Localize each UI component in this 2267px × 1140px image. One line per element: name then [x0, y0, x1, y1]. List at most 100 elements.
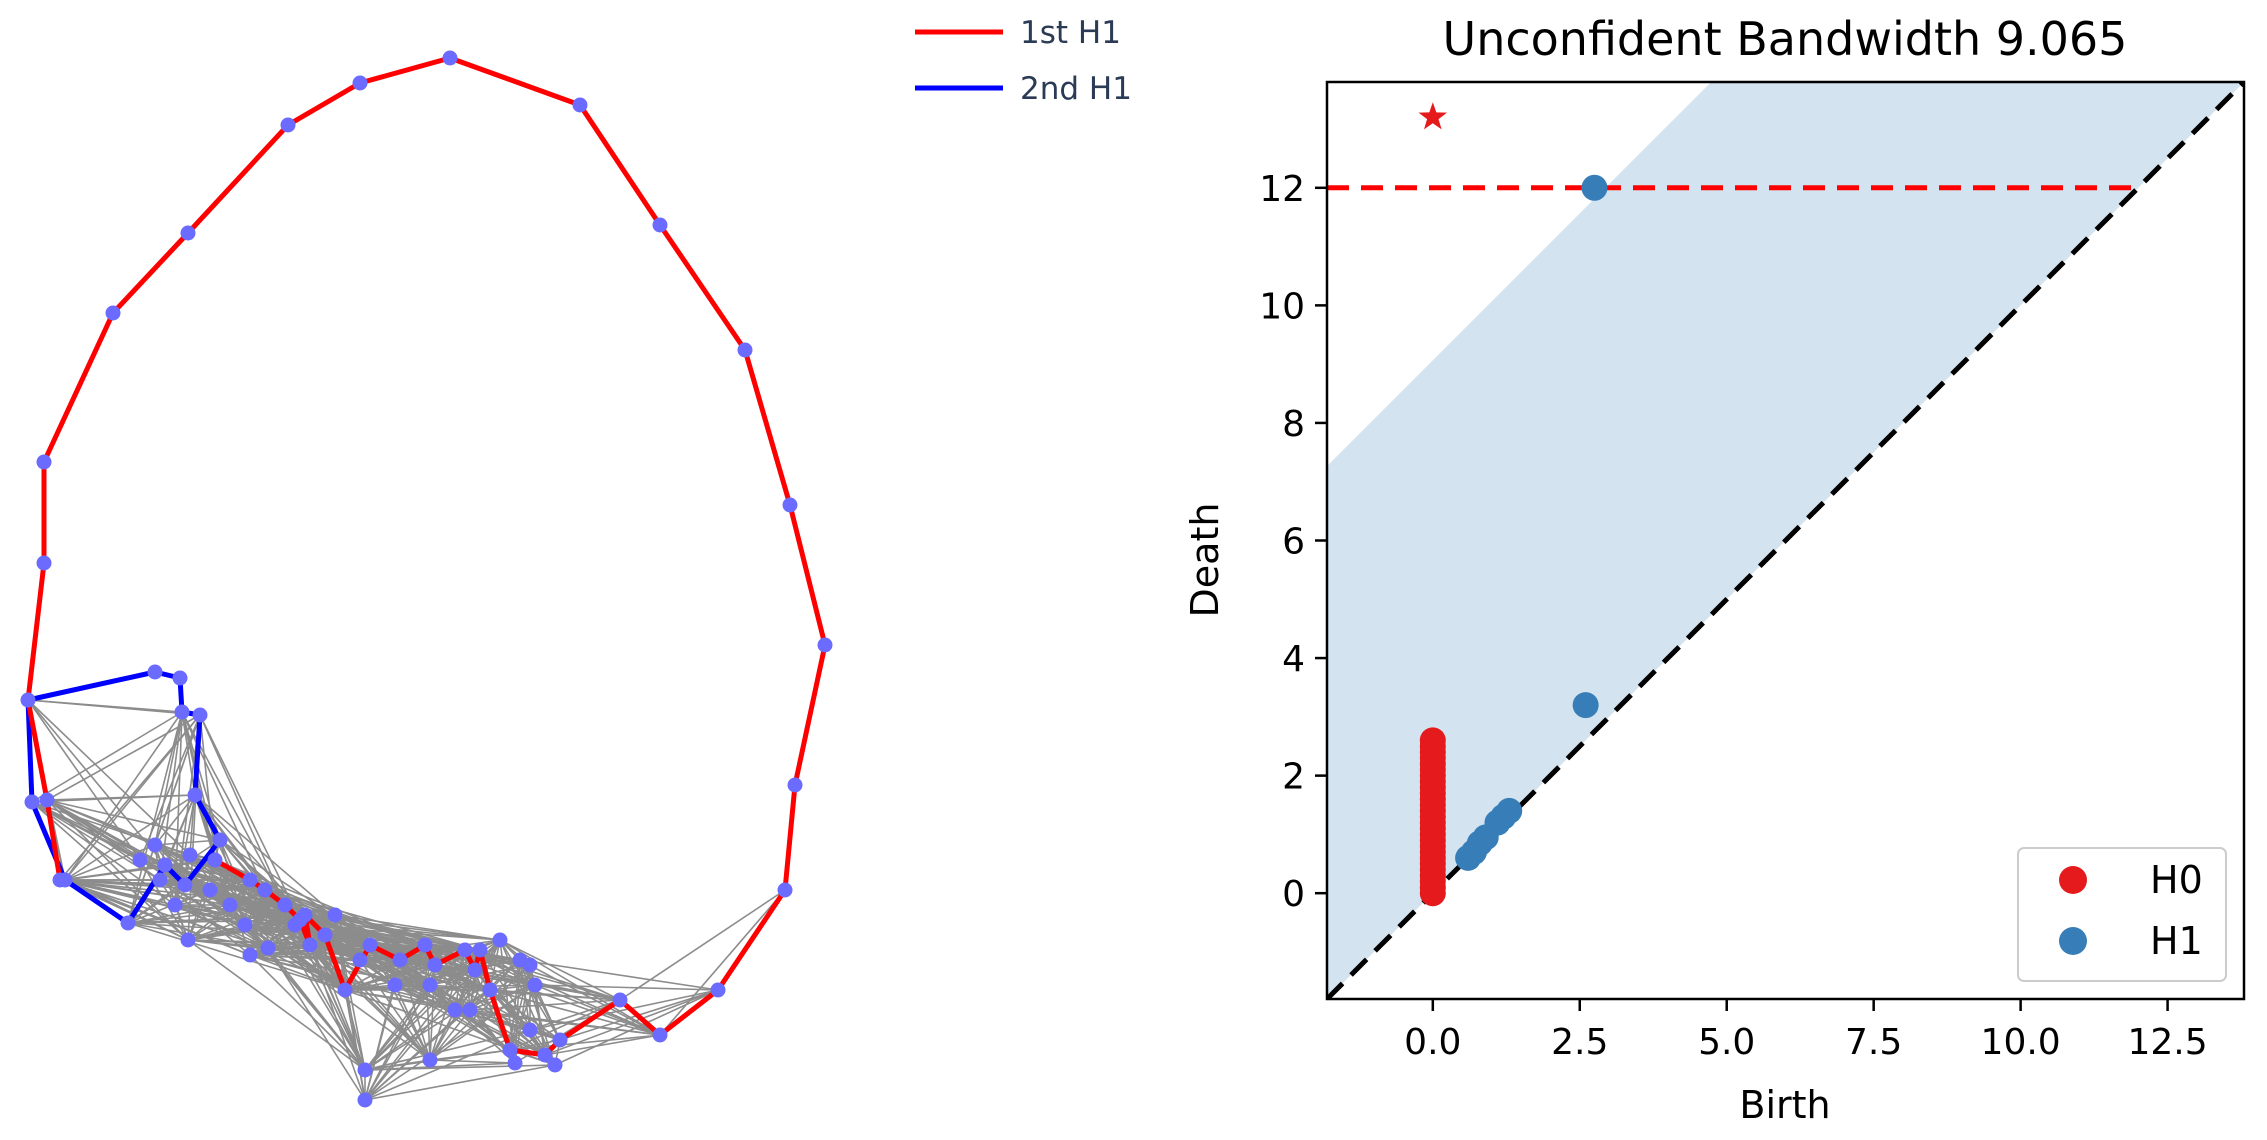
network-node [507, 1055, 523, 1071]
network-node [527, 977, 543, 993]
network-node [612, 992, 628, 1008]
network-node [652, 217, 668, 233]
network-edge [514, 964, 531, 1064]
h0-point [1419, 727, 1446, 754]
network-edge [534, 984, 621, 1001]
y-tick-label: 6 [1282, 522, 1305, 563]
cycle-1st-h1 [25, 55, 828, 1058]
network-edge [499, 939, 661, 1036]
x-tick-label: 10.0 [1981, 1022, 2061, 1063]
network-node [572, 97, 588, 113]
network-edge [369, 944, 431, 1061]
network-edge [249, 924, 296, 956]
network-edge [364, 949, 481, 1071]
network-node [177, 877, 193, 893]
network-edge [499, 939, 556, 1066]
network-node [782, 497, 798, 513]
network-node [257, 882, 273, 898]
network-node [20, 692, 36, 708]
network-node [817, 637, 833, 653]
network-node [174, 704, 190, 720]
network-node [457, 942, 473, 958]
network-edge [46, 714, 201, 801]
x-tick-label: 5.0 [1698, 1022, 1755, 1063]
network-edge [64, 879, 176, 906]
h0-points [1419, 727, 1446, 907]
network-edge [659, 889, 786, 1036]
network-edge [554, 989, 719, 1066]
network-edge [31, 711, 183, 803]
network-edge [249, 954, 366, 1071]
network-node [157, 857, 173, 873]
network-node [39, 792, 55, 808]
network-node [167, 897, 183, 913]
network-node [737, 342, 753, 358]
network-node [287, 917, 303, 933]
network-edge [159, 879, 269, 949]
network-node [147, 837, 163, 853]
network-edge [364, 984, 431, 1101]
network-edge [187, 939, 269, 949]
network-node [652, 1027, 668, 1043]
network-node [147, 664, 163, 680]
x-tick-label: 2.5 [1551, 1022, 1608, 1063]
x-axis-label: Birth [1739, 1083, 1830, 1127]
y-tick-label: 12 [1259, 169, 1305, 210]
network-node [302, 937, 318, 953]
network-edge [364, 1029, 531, 1071]
h0-infinite-points [1418, 102, 1448, 130]
network-node [427, 957, 443, 973]
network-edge [364, 984, 431, 1071]
network-legend: 1st H1 2nd H1 [915, 15, 1132, 107]
y-tick-label: 4 [1282, 639, 1305, 680]
network-edge [199, 714, 301, 921]
legend-marker-h1 [2059, 927, 2087, 955]
network-edge [127, 922, 269, 949]
network-edge [519, 959, 661, 1036]
network-edge [127, 922, 346, 991]
network-edge [64, 844, 156, 881]
y-tick-label: 8 [1282, 404, 1305, 445]
network-edge [429, 964, 531, 1061]
network-node [242, 947, 258, 963]
network-edge [534, 984, 719, 991]
x-tick-label: 0.0 [1404, 1022, 1461, 1063]
network-edge [127, 844, 156, 924]
network-edge [429, 984, 536, 1061]
x-tick-label: 7.5 [1845, 1022, 1902, 1063]
network-node [337, 982, 353, 998]
network-edge [154, 794, 196, 846]
network-edge [194, 794, 336, 916]
network-node [280, 117, 296, 133]
network-edge [429, 1059, 516, 1064]
network-edge [174, 904, 246, 926]
y-tick-label: 10 [1259, 286, 1305, 327]
network-node [387, 977, 403, 993]
network-edge [159, 879, 251, 956]
x-tick-label: 12.5 [2128, 1022, 2208, 1063]
network-node [132, 852, 148, 868]
network-edge [139, 714, 201, 861]
network-edge [31, 801, 191, 856]
network-nodes [20, 50, 833, 1108]
network-edge [209, 889, 336, 916]
network-edge [31, 801, 189, 941]
network-node [502, 1042, 518, 1058]
network-node [36, 454, 52, 470]
network-edge [127, 884, 186, 924]
network-node [482, 982, 498, 998]
legend-label-2nd-h1: 2nd H1 [1020, 71, 1132, 107]
network-node [192, 707, 208, 723]
network-node [57, 872, 73, 888]
network-edge [364, 1059, 431, 1071]
network-node [492, 932, 508, 948]
network-edge [334, 914, 361, 961]
network-node [277, 897, 293, 913]
network-edge [334, 914, 426, 946]
network-node [327, 907, 343, 923]
network-node [547, 1057, 563, 1073]
network-node [462, 1002, 478, 1018]
network-node [522, 1022, 538, 1038]
network-edge [154, 714, 201, 846]
